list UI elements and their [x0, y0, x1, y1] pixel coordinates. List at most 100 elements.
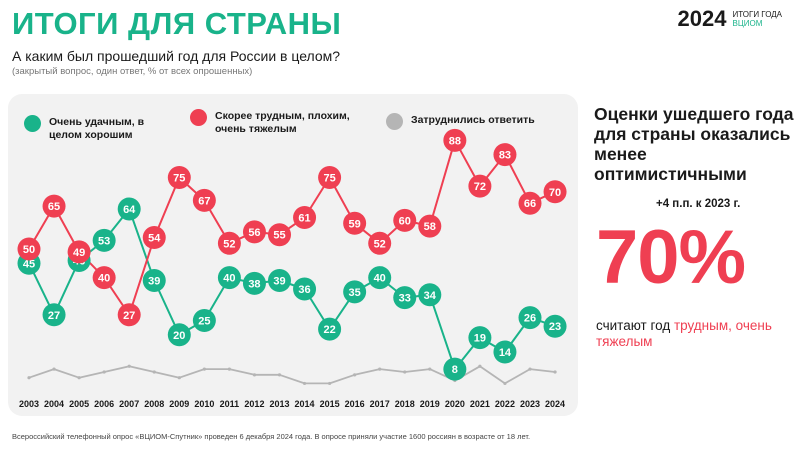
good-point-label: 45	[23, 258, 35, 270]
bad-point	[117, 303, 141, 327]
bad-point	[443, 128, 467, 152]
bad-point-label: 27	[123, 310, 135, 322]
footnote: Всероссийский телефонный опрос «ВЦИОМ-Сп…	[12, 432, 531, 441]
good-point-label: 35	[349, 287, 361, 299]
good-point-label: 19	[474, 333, 486, 345]
x-tick-label: 2015	[320, 399, 340, 409]
dk-point	[252, 373, 257, 377]
good-point-label: 64	[123, 204, 136, 216]
brand-line-2: ВЦИОМ	[732, 19, 763, 28]
legend-dk: Затруднились ответить	[386, 113, 576, 130]
bad-point-label: 72	[474, 181, 486, 193]
good-point	[318, 317, 342, 341]
good-point-label: 23	[549, 321, 561, 333]
x-tick-label: 2004	[44, 399, 64, 409]
good-point	[142, 268, 166, 292]
x-tick-label: 2005	[69, 399, 89, 409]
x-tick-label: 2023	[520, 399, 540, 409]
dk-point	[503, 381, 507, 386]
bad-point	[293, 206, 317, 230]
good-point	[192, 309, 216, 332]
dk-point	[428, 367, 432, 371]
bad-point-label: 75	[173, 173, 185, 185]
bad-point	[142, 226, 166, 250]
good-point	[167, 323, 191, 347]
dk-point	[177, 376, 181, 380]
bad-point	[493, 143, 517, 167]
dk-point	[302, 381, 307, 386]
good-point-label: 14	[499, 347, 512, 359]
good-point-label: 38	[248, 278, 260, 290]
series-line-1	[28, 139, 556, 316]
x-tick-label: 2018	[395, 399, 415, 409]
survey-question: А каким был прошедший год для России в ц…	[12, 48, 341, 64]
good-point	[543, 314, 567, 338]
bad-point	[167, 166, 191, 189]
good-point-label: 22	[323, 324, 335, 336]
legend-good: Очень удачным, в целом хорошим	[24, 115, 174, 142]
legend-dk-label: Затруднились ответить	[411, 114, 535, 126]
bad-point-label: 65	[48, 201, 60, 213]
dk-point	[553, 370, 557, 374]
bad-point	[217, 231, 241, 255]
dk-point	[127, 364, 131, 368]
bad-point-label: 40	[98, 273, 110, 285]
x-tick-label: 2010	[194, 399, 214, 409]
dk-point	[202, 367, 206, 371]
dk-point	[328, 381, 332, 386]
bad-point-label: 61	[298, 213, 310, 225]
bad-point-label: 54	[148, 233, 161, 245]
legend-good-dot	[24, 115, 41, 132]
x-tick-label: 2020	[445, 399, 465, 409]
bad-point	[418, 214, 442, 238]
x-tick-label: 2003	[19, 399, 39, 409]
good-point	[368, 266, 392, 290]
bad-point-label: 52	[374, 238, 386, 250]
bad-point-label: 66	[524, 198, 536, 210]
x-tick-label: 2021	[470, 399, 490, 409]
legend-bad-label: Скорее трудным, плохим, очень тяжелым	[215, 110, 350, 135]
bad-point	[17, 237, 41, 261]
dk-point	[403, 370, 407, 374]
good-point-label: 39	[273, 275, 285, 287]
dk-point	[478, 364, 482, 368]
bad-point-label: 60	[399, 215, 411, 227]
bad-point	[67, 240, 91, 264]
good-point	[343, 280, 367, 304]
delta-label: +4 п.п. к 2023 г.	[656, 198, 741, 210]
dk-point	[353, 373, 357, 377]
x-tick-label: 2012	[244, 399, 264, 409]
good-point-label: 25	[198, 316, 210, 328]
good-point-label: 34	[424, 290, 437, 302]
good-point	[518, 306, 542, 330]
bad-point	[42, 194, 66, 218]
bad-point-label: 67	[198, 195, 210, 207]
good-point-label: 40	[223, 273, 235, 285]
bad-point	[468, 174, 492, 198]
good-point	[117, 197, 141, 221]
page-title: ИТОГИ ДЛЯ СТРАНЫ	[12, 6, 342, 41]
good-point	[217, 266, 241, 290]
legend-bad: Скорее трудным, плохим, очень тяжелым	[190, 109, 370, 136]
chart-panel: Очень удачным, в целом хорошим Скорее тр…	[8, 94, 578, 416]
x-tick-label: 2011	[220, 399, 240, 409]
series-line-2	[28, 365, 556, 385]
bad-point-label: 59	[349, 218, 361, 230]
bad-point	[192, 188, 216, 212]
good-point	[293, 277, 317, 301]
good-point-label: 26	[524, 313, 536, 325]
legend-bad-dot	[190, 109, 207, 126]
good-point-label: 36	[298, 284, 310, 296]
legend-dk-dot	[386, 113, 403, 130]
bad-point-label: 58	[424, 221, 436, 233]
x-tick-label: 2019	[420, 399, 440, 409]
good-point-label: 27	[48, 310, 60, 322]
good-point	[468, 326, 492, 350]
bad-point-label: 50	[23, 244, 35, 256]
x-tick-label: 2013	[269, 399, 289, 409]
x-tick-label: 2017	[370, 399, 390, 409]
side-heading: Оценки ушедшего года для страны оказалис…	[594, 104, 794, 184]
bad-point	[368, 231, 392, 255]
x-tick-label: 2009	[169, 399, 189, 409]
good-point	[443, 357, 467, 381]
